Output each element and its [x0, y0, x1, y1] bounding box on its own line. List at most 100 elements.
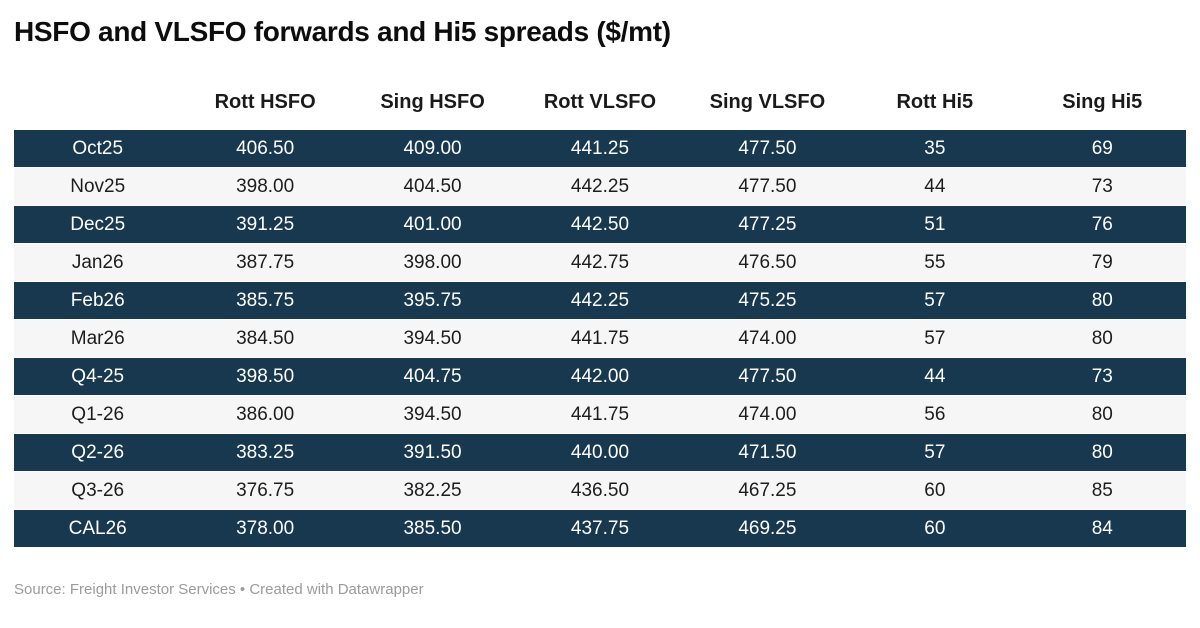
- value-cell: 57: [924, 441, 946, 463]
- value-cell: 56: [924, 403, 946, 425]
- row-label-cell: Dec25: [70, 213, 126, 235]
- value-cell: 51: [924, 213, 946, 235]
- value-cell: 406.50: [236, 137, 295, 159]
- corner-header: [14, 50, 182, 130]
- value-cell: 57: [924, 289, 946, 311]
- value-cell: 387.75: [236, 251, 295, 273]
- value-cell: 404.50: [403, 175, 462, 197]
- row-label-cell: Q2-26: [71, 441, 125, 463]
- value-cell: 395.75: [403, 289, 462, 311]
- column-header: Rott VLSFO: [516, 50, 684, 130]
- table-row: Q2-26 383.25 391.50 440.00 471.50 57 80: [14, 433, 1186, 472]
- value-cell: 80: [1091, 289, 1113, 311]
- value-cell: 57: [924, 327, 946, 349]
- value-cell: 477.50: [738, 365, 797, 387]
- table-row: Oct25 406.50 409.00 441.25 477.50 35 69: [14, 129, 1186, 168]
- value-cell: 376.75: [236, 479, 295, 501]
- value-cell: 79: [1091, 251, 1113, 273]
- value-cell: 73: [1091, 175, 1113, 197]
- value-cell: 437.75: [570, 517, 630, 539]
- value-cell: 398.00: [403, 251, 462, 273]
- value-cell: 394.50: [403, 403, 462, 425]
- value-cell: 441.75: [570, 327, 630, 349]
- source-attribution: Source: Freight Investor Services • Crea…: [14, 581, 424, 598]
- column-header: Rott HSFO: [181, 50, 349, 130]
- value-cell: 384.50: [236, 327, 295, 349]
- value-cell: 44: [924, 365, 946, 387]
- value-cell: 442.75: [570, 251, 630, 273]
- table-row: Q3-26 376.75 382.25 436.50 467.25 60 85: [14, 471, 1186, 510]
- value-cell: 60: [924, 517, 946, 539]
- value-cell: 469.25: [738, 517, 797, 539]
- value-cell: 35: [924, 137, 946, 159]
- value-cell: 441.25: [570, 137, 630, 159]
- value-cell: 80: [1091, 441, 1113, 463]
- value-cell: 477.50: [738, 137, 797, 159]
- value-cell: 84: [1091, 517, 1113, 539]
- row-label-cell: Q3-26: [71, 479, 125, 501]
- value-cell: 440.00: [570, 441, 630, 463]
- value-cell: 442.50: [570, 213, 630, 235]
- value-cell: 474.00: [738, 327, 797, 349]
- value-cell: 382.25: [403, 479, 462, 501]
- row-label-cell: Q4-25: [71, 365, 125, 387]
- row-label-cell: Jan26: [71, 251, 124, 273]
- value-cell: 385.50: [403, 517, 462, 539]
- column-header: Sing HSFO: [348, 50, 517, 130]
- value-cell: 85: [1091, 479, 1113, 501]
- column-header: Rott Hi5: [851, 50, 1019, 130]
- forwards-table: Rott HSFO Sing HSFO Rott VLSFO Sing VLSFO Ro…: [14, 50, 1186, 548]
- value-cell: 73: [1091, 365, 1113, 387]
- value-cell: 391.50: [403, 441, 462, 463]
- value-cell: 436.50: [570, 479, 630, 501]
- header-row: Rott HSFO Sing HSFO Rott VLSFO Sing VLSFO Ro…: [14, 50, 1186, 130]
- page-title: HSFO and VLSFO forwards and Hi5 spreads …: [14, 16, 671, 47]
- value-cell: 404.75: [403, 365, 462, 387]
- value-cell: 398.50: [236, 365, 295, 387]
- value-cell: 80: [1091, 403, 1113, 425]
- value-cell: 386.00: [236, 403, 295, 425]
- value-cell: 467.25: [738, 479, 797, 501]
- table-row: Q4-25 398.50 404.75 442.00 477.50 44 73: [14, 357, 1186, 396]
- value-cell: 55: [924, 251, 946, 273]
- value-cell: 398.00: [236, 175, 295, 197]
- row-label-cell: CAL26: [68, 517, 127, 539]
- value-cell: 475.25: [738, 289, 797, 311]
- row-label-cell: Q1-26: [71, 403, 125, 425]
- table-body: Oct25 406.50 409.00 441.25 477.50 35 69 Nov25 39…: [14, 129, 1186, 548]
- value-cell: 60: [924, 479, 946, 501]
- value-cell: 44: [924, 175, 946, 197]
- column-header: Sing Hi5: [1018, 50, 1186, 130]
- value-cell: 409.00: [403, 137, 462, 159]
- table-row: Dec25 391.25 401.00 442.50 477.25 51 76: [14, 205, 1186, 244]
- value-cell: 474.00: [738, 403, 797, 425]
- table-row: Jan26 387.75 398.00 442.75 476.50 55 79: [14, 243, 1186, 282]
- row-label-cell: Feb26: [70, 289, 125, 311]
- value-cell: 383.25: [236, 441, 295, 463]
- value-cell: 442.25: [570, 289, 630, 311]
- value-cell: 76: [1091, 213, 1113, 235]
- table-row: Mar26 384.50 394.50 441.75 474.00 57 80: [14, 319, 1186, 358]
- table-row: Q1-26 386.00 394.50 441.75 474.00 56 80: [14, 395, 1186, 434]
- value-cell: 471.50: [738, 441, 797, 463]
- value-cell: 476.50: [738, 251, 797, 273]
- value-cell: 442.25: [570, 175, 630, 197]
- table-row: Nov25 398.00 404.50 442.25 477.50 44 73: [14, 167, 1186, 206]
- value-cell: 69: [1091, 137, 1113, 159]
- value-cell: 385.75: [236, 289, 295, 311]
- value-cell: 442.00: [570, 365, 630, 387]
- value-cell: 391.25: [236, 213, 295, 235]
- column-header: Sing VLSFO: [683, 50, 852, 130]
- value-cell: 394.50: [403, 327, 462, 349]
- value-cell: 401.00: [403, 213, 462, 235]
- value-cell: 378.00: [236, 517, 295, 539]
- value-cell: 80: [1091, 327, 1113, 349]
- value-cell: 477.25: [738, 213, 797, 235]
- table-row: CAL26 378.00 385.50 437.75 469.25 60 84: [14, 509, 1186, 548]
- value-cell: 441.75: [570, 403, 630, 425]
- table-header: Rott HSFO Sing HSFO Rott VLSFO Sing VLSFO Ro…: [14, 50, 1186, 130]
- row-label-cell: Oct25: [72, 137, 124, 159]
- value-cell: 477.50: [738, 175, 797, 197]
- row-label-cell: Nov25: [70, 175, 126, 197]
